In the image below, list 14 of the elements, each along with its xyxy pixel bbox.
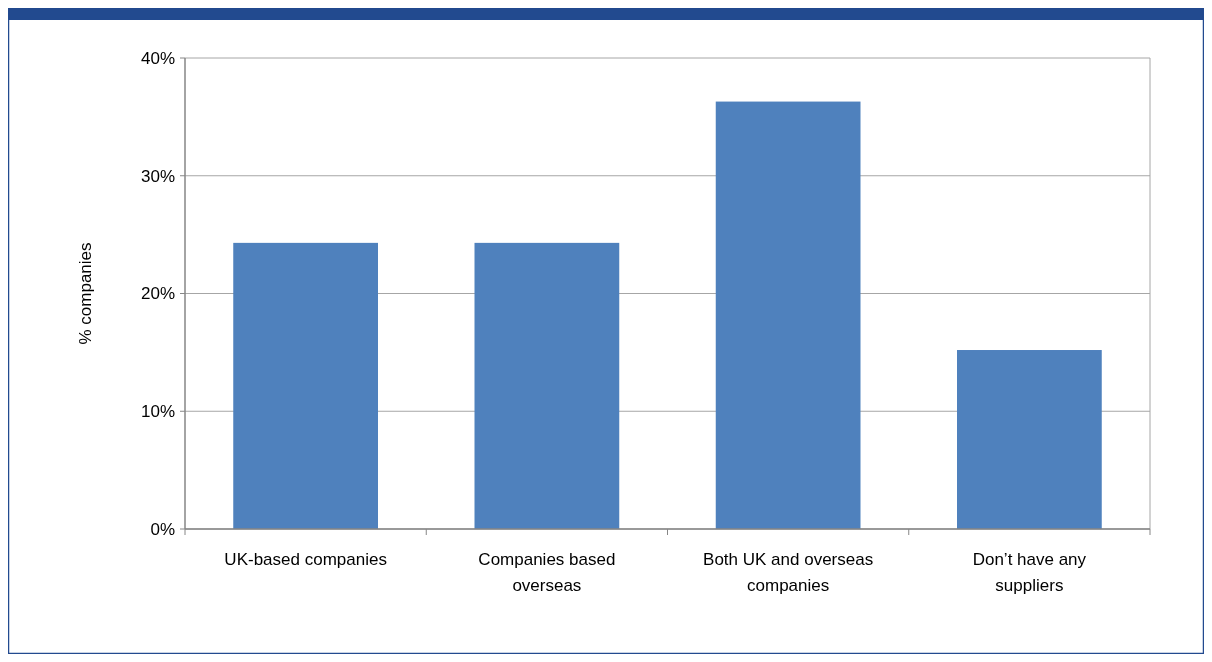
- y-tick-label: 40%: [140, 48, 175, 68]
- bar: [715, 101, 861, 529]
- bar: [474, 242, 620, 529]
- bar: [233, 242, 378, 529]
- y-tick-label: 10%: [140, 402, 175, 422]
- bar: [957, 350, 1102, 529]
- x-tick-label: Companies based overseas: [478, 550, 616, 595]
- x-tick-label: Don’t have any suppliers: [972, 550, 1087, 595]
- y-tick-label: 30%: [140, 166, 175, 186]
- x-tick-label: Both UK and overseas companies: [703, 550, 874, 595]
- x-tick-label: UK-based companies: [224, 550, 387, 569]
- y-tick-label: 0%: [150, 519, 175, 539]
- y-axis-title: % companies: [76, 242, 95, 345]
- y-tick-label: 20%: [140, 284, 175, 304]
